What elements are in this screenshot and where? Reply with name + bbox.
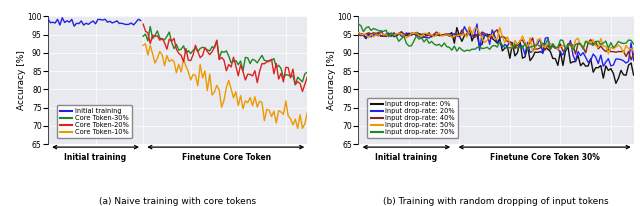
Text: (a) Naive training with core tokens: (a) Naive training with core tokens [99, 197, 256, 206]
Text: Initial training: Initial training [65, 153, 127, 162]
Text: (b) Training with random dropping of input tokens: (b) Training with random dropping of inp… [383, 197, 609, 206]
Legend: Input drop-rate: 0%, Input drop-rate: 20%, Input drop-rate: 40%, Input drop-rate: Input drop-rate: 0%, Input drop-rate: 20… [367, 98, 458, 138]
Legend: Initial training, Core Token-30%, Core Token-20%, Core Token-10%: Initial training, Core Token-30%, Core T… [56, 105, 132, 138]
Y-axis label: Accuracy [%]: Accuracy [%] [17, 50, 26, 110]
Text: Finetune Core Token: Finetune Core Token [182, 153, 271, 162]
Y-axis label: Accuracy [%]: Accuracy [%] [327, 50, 336, 110]
Text: Initial training: Initial training [375, 153, 437, 162]
Text: Finetune Core Token 30%: Finetune Core Token 30% [490, 153, 600, 162]
